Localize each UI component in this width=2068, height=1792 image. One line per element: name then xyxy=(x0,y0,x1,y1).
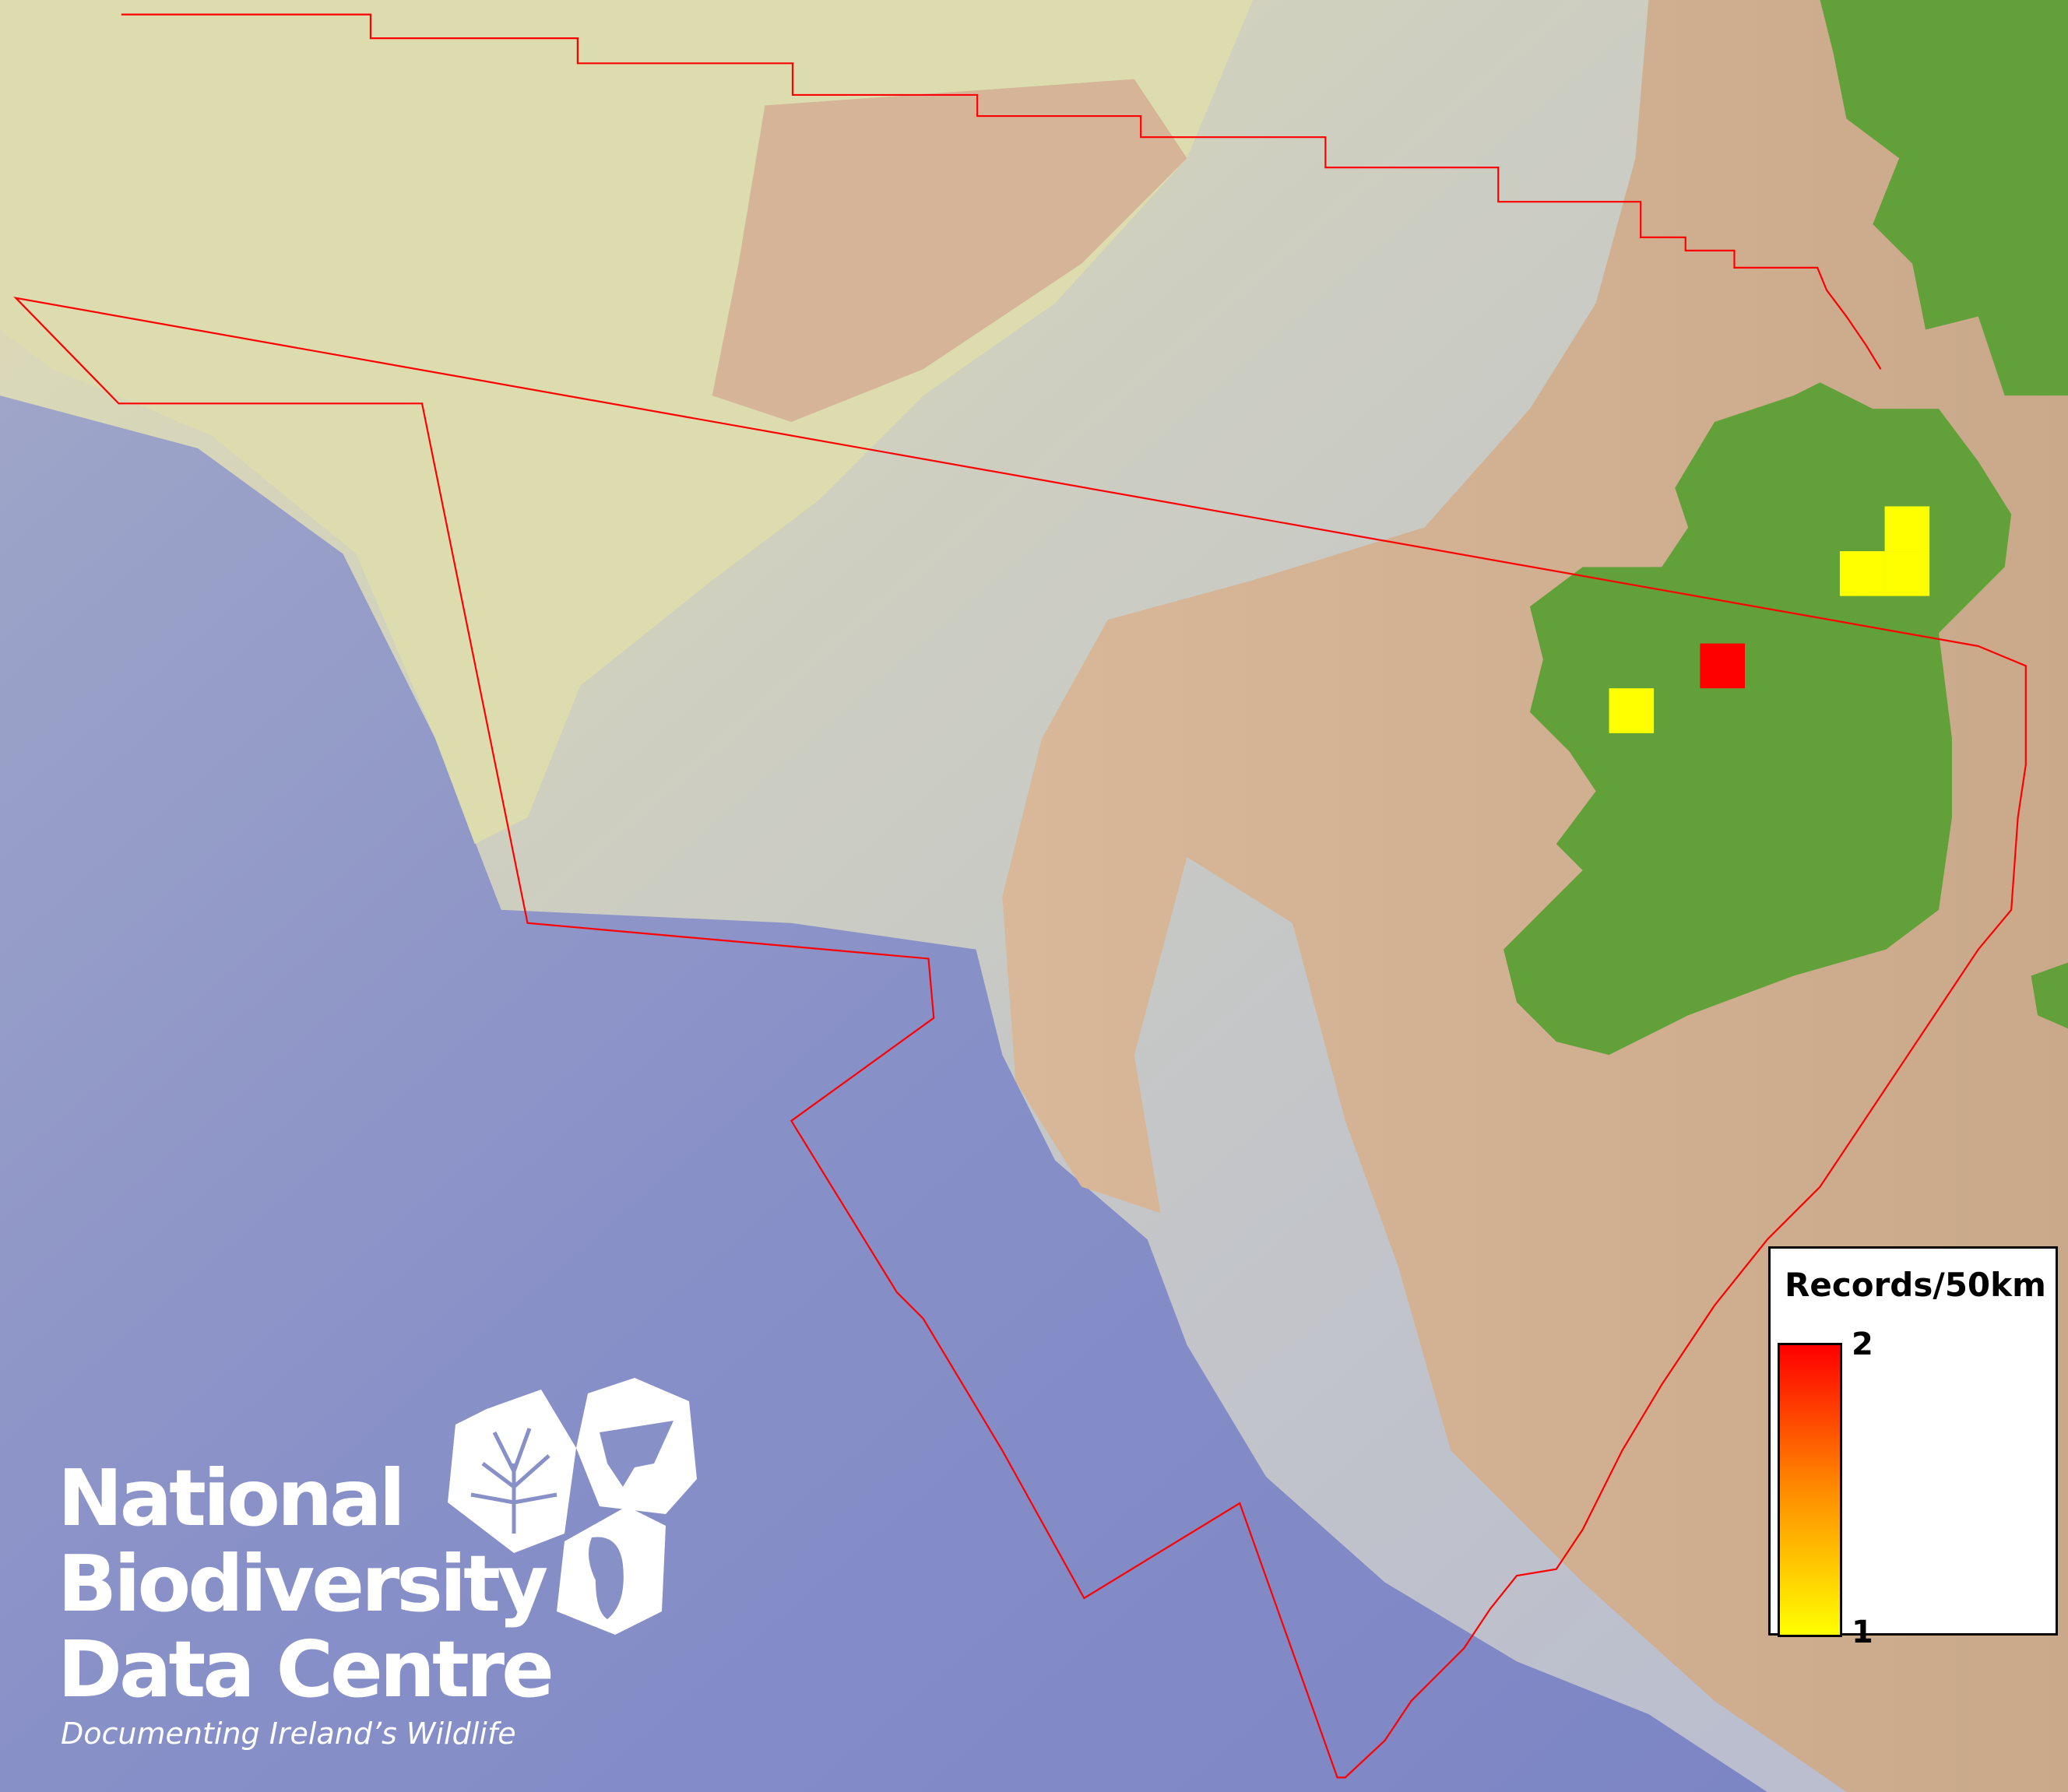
record-cell-cell-3 xyxy=(1884,551,1930,596)
record-cells xyxy=(1609,506,1930,733)
tree-icon xyxy=(448,1390,576,1553)
logo-hexagons xyxy=(448,1378,697,1635)
record-cell-cell-4 xyxy=(1700,643,1745,689)
ireland-land xyxy=(1504,382,2012,1056)
logo-line-1: National xyxy=(58,1453,406,1544)
butterfly-icon xyxy=(576,1378,697,1514)
logo-line-2: Biodiversity xyxy=(58,1538,548,1629)
seahorse-icon xyxy=(557,1506,666,1635)
legend-color-ramp xyxy=(1778,1343,1842,1637)
legend-title: Records/50km xyxy=(1785,1266,2046,1304)
porcupine-bank xyxy=(712,79,1187,423)
record-cell-cell-1 xyxy=(1884,506,1930,552)
wales-land xyxy=(2031,962,2068,1029)
logo-line-3: Data Centre xyxy=(58,1624,554,1715)
maritime-boundary xyxy=(13,13,2027,1779)
legend-max-label: 2 xyxy=(1852,1326,1873,1362)
record-cell-cell-2 xyxy=(1839,551,1885,596)
record-cell-cell-5 xyxy=(1609,688,1655,733)
legend-min-label: 1 xyxy=(1852,1615,1873,1650)
logo-tagline: Documenting Ireland’s Wildlife xyxy=(61,1716,516,1751)
legend: Records/50km 2 1 xyxy=(1768,1246,2058,1650)
scotland-land xyxy=(1820,0,2068,396)
